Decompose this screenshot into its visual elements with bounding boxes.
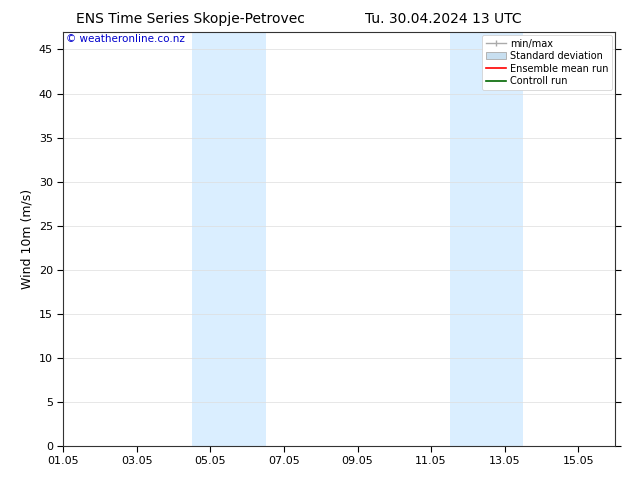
Text: Tu. 30.04.2024 13 UTC: Tu. 30.04.2024 13 UTC — [365, 12, 522, 26]
Y-axis label: Wind 10m (m/s): Wind 10m (m/s) — [20, 189, 34, 289]
Bar — [192, 32, 266, 446]
Bar — [450, 32, 523, 446]
Legend: min/max, Standard deviation, Ensemble mean run, Controll run: min/max, Standard deviation, Ensemble me… — [482, 35, 612, 90]
Text: © weatheronline.co.nz: © weatheronline.co.nz — [66, 34, 185, 44]
Text: ENS Time Series Skopje-Petrovec: ENS Time Series Skopje-Petrovec — [75, 12, 305, 26]
